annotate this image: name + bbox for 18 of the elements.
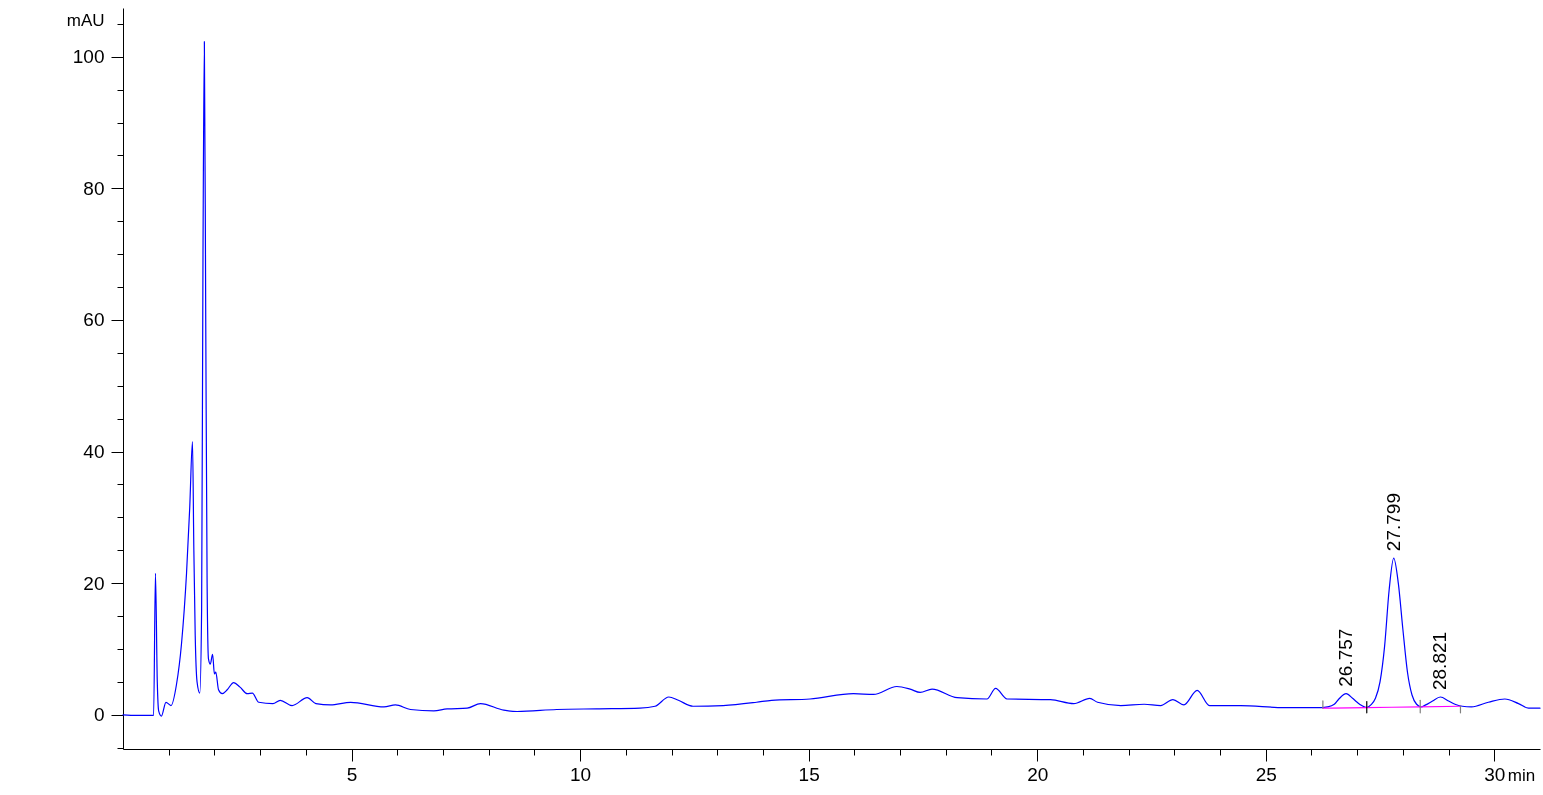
line-series (122, 40, 1541, 717)
x-tick-label: 25 (1255, 763, 1277, 785)
y-tick-label: 0 (93, 704, 105, 726)
y-tick-label: 60 (83, 309, 105, 331)
annotation: 27.799 (1382, 493, 1404, 552)
y-tick-label: 20 (83, 572, 105, 594)
y-tick-label: 40 (83, 441, 105, 463)
annotation: 28.821 (1429, 631, 1451, 691)
x-tick-label: 5 (346, 763, 358, 785)
x-tick-label: 30 (1484, 763, 1506, 785)
y-tick-label: 100 (72, 46, 105, 68)
annotation: 26.757 (1335, 628, 1357, 687)
y-tick-label: 80 (83, 177, 105, 199)
x-axis-title: min (1507, 765, 1536, 785)
x-tick-label: 20 (1027, 763, 1049, 785)
y-axis-title: mAU (66, 10, 105, 30)
x-tick-label: 15 (798, 763, 820, 785)
x-tick-label: 10 (570, 763, 592, 785)
